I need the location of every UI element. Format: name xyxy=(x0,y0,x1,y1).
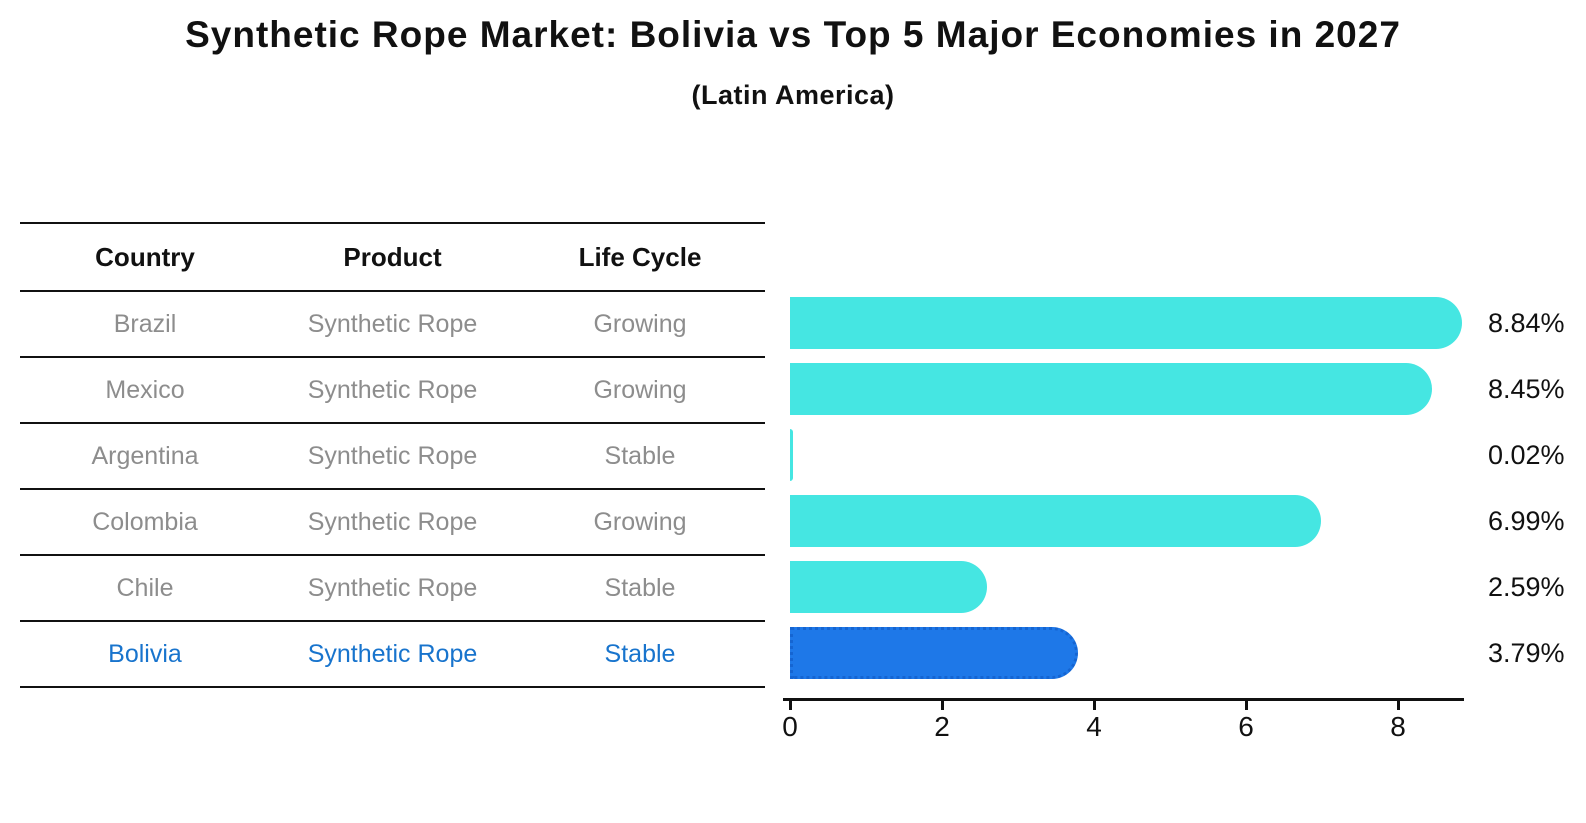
cell-country: Chile xyxy=(116,573,174,602)
value-label-argentina: 0.02% xyxy=(1488,440,1565,470)
value-label-chile: 2.59% xyxy=(1488,572,1565,602)
cell-product: Synthetic Rope xyxy=(307,375,478,404)
tick-label-2: 2 xyxy=(934,711,950,742)
table-row-argentina: Argentina Synthetic Rope Stable xyxy=(20,424,765,490)
chart-title: Synthetic Rope Market: Bolivia vs Top 5 … xyxy=(185,14,1401,55)
cell-lifecycle: Stable xyxy=(604,573,676,602)
bar-bolivia xyxy=(790,627,1079,679)
column-header-product: Product xyxy=(343,241,442,272)
bar-argentina xyxy=(790,429,793,481)
cell-country: Bolivia xyxy=(108,639,182,668)
cell-lifecycle: Growing xyxy=(593,309,687,338)
table-row-colombia: Colombia Synthetic Rope Growing xyxy=(20,490,765,556)
table-header-row: Country Product Life Cycle xyxy=(20,224,765,292)
tick-label-8: 8 xyxy=(1390,711,1406,742)
tick-label-4: 4 xyxy=(1086,711,1102,742)
table-body: Brazil Synthetic Rope Growing Mexico Synthet… xyxy=(20,292,765,688)
cell-country: Brazil xyxy=(113,309,177,338)
value-label-colombia: 6.99% xyxy=(1488,506,1565,536)
tick-mark-8 xyxy=(1397,701,1400,710)
cell-product: Synthetic Rope xyxy=(307,309,478,338)
cell-lifecycle: Stable xyxy=(604,639,676,668)
tick-label-6: 6 xyxy=(1238,711,1254,742)
bar-brazil xyxy=(790,297,1462,349)
cell-country: Argentina xyxy=(91,441,199,470)
cell-product: Synthetic Rope xyxy=(307,441,478,470)
tick-mark-4 xyxy=(1093,701,1096,710)
country-table: Country Product Life Cycle Brazil Synthet… xyxy=(20,222,765,688)
chart-subtitle: (Latin America) xyxy=(691,80,895,110)
x-axis-line xyxy=(783,698,1464,701)
tick-mark-0 xyxy=(789,701,792,710)
bar-colombia xyxy=(790,495,1322,547)
cell-lifecycle: Growing xyxy=(593,375,687,404)
tick-label-0: 0 xyxy=(782,711,798,742)
bar-plot: 8.84% 8.45% 0.02% 6.99% 2.59% 3.79% 0 2 4 6 8 xyxy=(782,290,1586,760)
tick-mark-6 xyxy=(1245,701,1248,710)
table-row-brazil: Brazil Synthetic Rope Growing xyxy=(20,292,765,358)
cell-country: Colombia xyxy=(92,507,198,536)
column-header-lifecycle: Life Cycle xyxy=(578,241,702,272)
cell-lifecycle: Growing xyxy=(593,507,687,536)
bar-mexico xyxy=(790,363,1433,415)
bar-chile xyxy=(790,561,987,613)
table-row-bolivia: Bolivia Synthetic Rope Stable xyxy=(20,622,765,688)
table-row-mexico: Mexico Synthetic Rope Growing xyxy=(20,358,765,424)
value-label-mexico: 8.45% xyxy=(1488,374,1565,404)
column-header-country: Country xyxy=(95,241,195,272)
value-label-bolivia: 3.79% xyxy=(1488,638,1565,668)
cell-country: Mexico xyxy=(105,375,185,404)
tick-mark-2 xyxy=(941,701,944,710)
value-label-brazil: 8.84% xyxy=(1488,308,1565,338)
cell-product: Synthetic Rope xyxy=(307,507,478,536)
cell-product: Synthetic Rope xyxy=(307,573,478,602)
cell-product: Synthetic Rope xyxy=(307,639,478,668)
table-row-chile: Chile Synthetic Rope Stable xyxy=(20,556,765,622)
cell-lifecycle: Stable xyxy=(604,441,676,470)
